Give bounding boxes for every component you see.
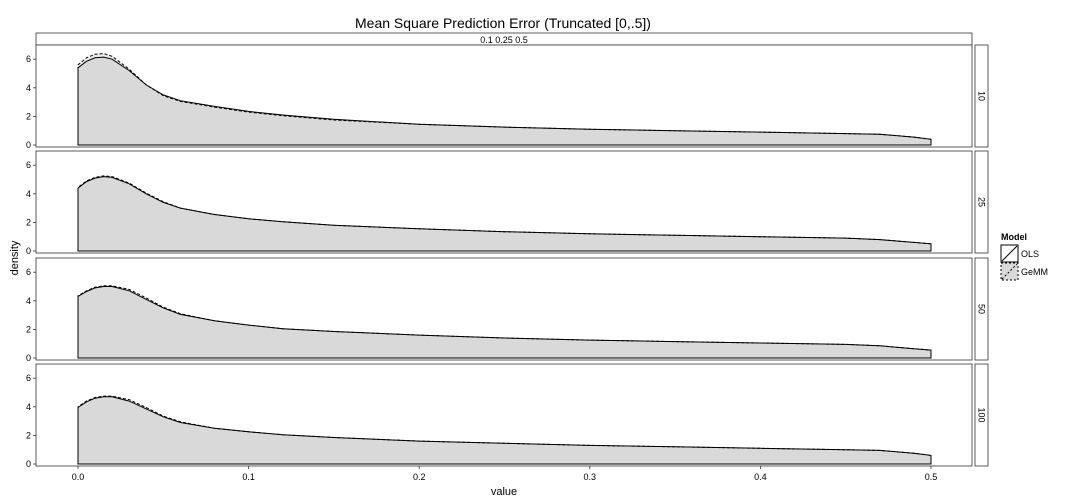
legend: Model OLS GeMM	[1000, 232, 1048, 281]
y-tick-label: 2	[26, 217, 31, 227]
legend-label-ols: OLS	[1021, 249, 1039, 259]
x-axis-title: value	[491, 486, 517, 498]
strip-label: 50	[977, 304, 987, 314]
density-line-gemm	[77, 175, 932, 252]
y-tick-label: 2	[26, 111, 31, 121]
legend-key-ols-line	[1001, 245, 1018, 262]
y-tick-label: 6	[26, 267, 31, 277]
y-tick-label: 4	[26, 402, 31, 412]
strip-label: 25	[977, 197, 987, 207]
density-area-gemm	[78, 396, 931, 464]
x-tick-label: 0.1	[242, 472, 255, 482]
legend-title: Model	[1001, 232, 1027, 242]
density-area-gemm	[78, 53, 931, 145]
panel-50: 0 2 4 6 50	[26, 257, 989, 363]
strip-box	[974, 257, 989, 361]
x-tick-label: 0.3	[584, 472, 597, 482]
chart-title: Mean Square Prediction Error (Truncated …	[355, 15, 651, 31]
density-line-gemm	[77, 52, 932, 146]
strip-box	[974, 363, 989, 467]
density-line-gemm	[77, 285, 932, 359]
top-strip-label: 0.1 0.25 0.5	[480, 35, 528, 45]
top-strip: 0.1 0.25 0.5	[35, 32, 973, 46]
y-tick-label: 0	[26, 246, 31, 256]
x-tick-label: 0.0	[72, 472, 85, 482]
y-tick-label: 6	[26, 54, 31, 64]
legend-key-gemm-line	[1001, 263, 1018, 280]
y-tick-label: 0	[26, 353, 31, 363]
panel-10: 0 2 4 6 10	[26, 44, 989, 150]
panel-100: 0 2 4 6 100	[26, 363, 989, 469]
panel-25: 0 2 4 6 25	[26, 150, 989, 256]
x-tick-label: 0.5	[925, 472, 938, 482]
legend-key-gemm	[1000, 262, 1019, 281]
y-tick-label: 4	[26, 189, 31, 199]
strip-label: 10	[977, 91, 987, 101]
density-area-gemm	[78, 285, 931, 358]
density-area-gemm	[78, 175, 931, 251]
y-tick-label: 0	[26, 459, 31, 469]
legend-key-gemm-box	[1000, 262, 1019, 281]
strip-box	[974, 44, 989, 148]
x-tick-label: 0.2	[413, 472, 426, 482]
legend-key-ols	[1000, 244, 1019, 263]
density-line-gemm	[77, 395, 932, 465]
y-tick-label: 6	[26, 373, 31, 383]
y-tick-label: 6	[26, 160, 31, 170]
y-tick-label: 4	[26, 296, 31, 306]
y-axis-title: density	[9, 240, 21, 275]
strip-label: 100	[977, 407, 987, 422]
legend-label-gemm: GeMM	[1021, 267, 1048, 277]
x-axis: 0.0 0.1 0.2 0.3 0.4 0.5	[72, 466, 938, 482]
y-tick-label: 2	[26, 430, 31, 440]
y-tick-label: 4	[26, 83, 31, 93]
x-tick-label: 0.4	[754, 472, 767, 482]
y-tick-label: 0	[26, 140, 31, 150]
y-tick-label: 2	[26, 324, 31, 334]
strip-box	[974, 150, 989, 254]
